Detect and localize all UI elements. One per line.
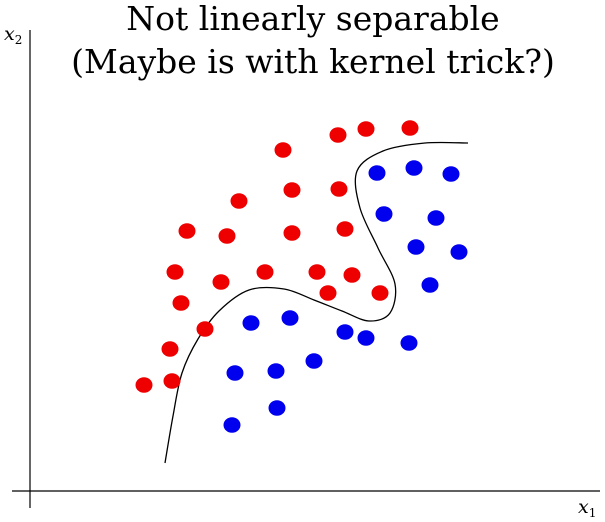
red-point xyxy=(329,127,347,143)
red-point xyxy=(336,221,354,237)
blue-point xyxy=(368,165,386,181)
blue-point xyxy=(268,400,286,416)
blue-point xyxy=(336,324,354,340)
x-axis-label-var: x xyxy=(578,496,589,518)
blue-point xyxy=(357,330,375,346)
blue-point xyxy=(281,310,299,326)
red-point xyxy=(308,264,326,280)
red-point xyxy=(283,225,301,241)
red-point xyxy=(135,377,153,393)
red-point xyxy=(163,373,181,389)
blue-point xyxy=(427,210,445,226)
y-axis-label-sub: 2 xyxy=(15,33,23,47)
red-point xyxy=(178,223,196,239)
blue-point xyxy=(421,277,439,293)
red-point xyxy=(161,341,179,357)
red-point xyxy=(283,182,301,198)
red-point xyxy=(343,267,361,283)
y-axis-label: x2 xyxy=(4,23,22,47)
red-point xyxy=(172,295,190,311)
red-point xyxy=(256,264,274,280)
blue-point xyxy=(375,206,393,222)
red-point xyxy=(212,274,230,290)
title-line-1: Not linearly separable xyxy=(126,0,499,38)
decision-boundary-curve xyxy=(164,141,469,464)
blue-point xyxy=(242,315,260,331)
red-point xyxy=(401,120,419,136)
y-axis-label-var: x xyxy=(4,23,15,45)
blue-point xyxy=(305,353,323,369)
red-point xyxy=(319,285,337,301)
red-point xyxy=(371,285,389,301)
title-line-2: (Maybe is with kernel trick?) xyxy=(71,42,555,81)
data-points xyxy=(135,120,468,433)
x-axis-label: x1 xyxy=(578,496,596,520)
blue-point xyxy=(400,335,418,351)
blue-point xyxy=(450,244,468,260)
red-point xyxy=(230,193,248,209)
red-point xyxy=(357,121,375,137)
blue-point xyxy=(407,239,425,255)
x-axis-label-sub: 1 xyxy=(589,506,597,520)
blue-point xyxy=(442,166,460,182)
blue-point xyxy=(226,365,244,381)
red-point xyxy=(218,228,236,244)
red-point xyxy=(330,181,348,197)
blue-point xyxy=(267,363,285,379)
blue-point xyxy=(405,160,423,176)
red-point xyxy=(196,321,214,337)
red-point xyxy=(274,142,292,158)
blue-point xyxy=(223,417,241,433)
red-point xyxy=(166,264,184,280)
